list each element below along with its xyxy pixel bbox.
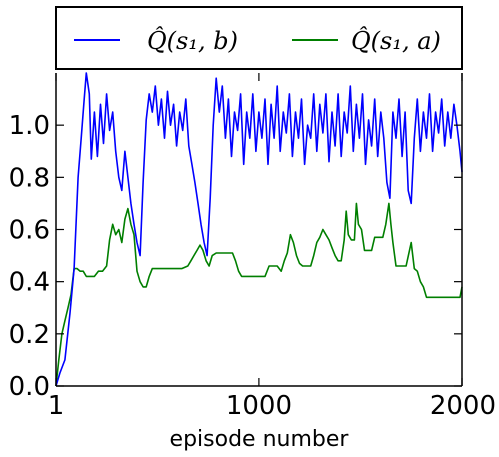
y-tick-label: 0.0: [9, 372, 50, 402]
y-tick-label: 0.4: [9, 268, 50, 298]
series-layer: [55, 72, 463, 387]
y-tick-label: 0.8: [9, 163, 50, 193]
y-tick-label: 1.0: [9, 111, 50, 141]
plot-area: 0.0 0.2 0.4 0.6 0.8 1.0 1 1000 2000: [9, 72, 496, 421]
legend-label-series-2: Q̂(s₁, a): [351, 27, 441, 55]
y-tick-label: 0.6: [9, 216, 50, 246]
legend-box: [55, 6, 463, 70]
y-tick-label: 0.2: [9, 320, 50, 350]
x-tick-label: 1000: [226, 391, 292, 421]
series-line-1: [55, 72, 463, 387]
tick-layer: 0.0 0.2 0.4 0.6 0.8 1.0 1 1000 2000: [9, 73, 496, 421]
legend-label-series-1: Q̂(s₁, b): [147, 27, 238, 55]
x-tick-label: 2000: [430, 391, 496, 421]
x-axis-label: episode number: [170, 427, 350, 452]
legend: Q̂(s₁, b) Q̂(s₁, a): [55, 6, 463, 70]
series-line-2: [55, 202, 463, 387]
x-tick-label: 1: [48, 391, 65, 421]
